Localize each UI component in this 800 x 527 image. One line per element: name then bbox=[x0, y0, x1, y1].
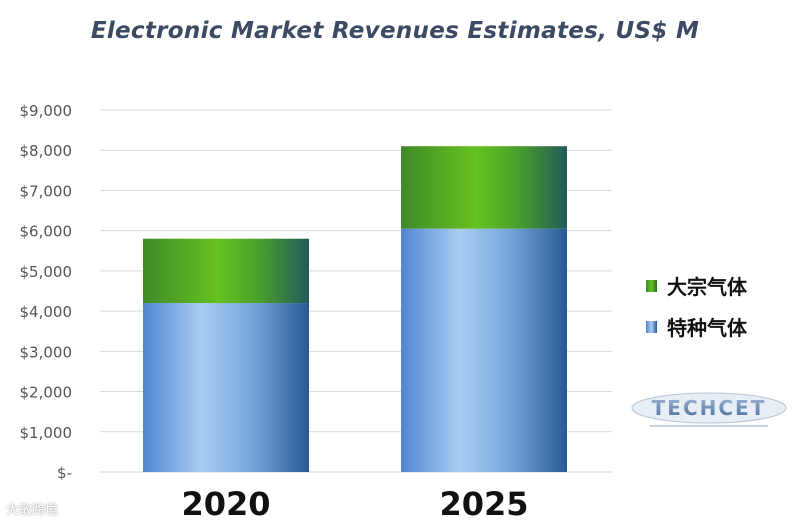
legend-label-bulk-gas: 大宗气体 bbox=[667, 275, 747, 299]
legend-item-specialty-gas: 特种气体 bbox=[646, 312, 747, 341]
y-tick-label: $- bbox=[57, 464, 72, 482]
y-tick-label: $7,000 bbox=[20, 182, 73, 200]
legend-swatch-specialty-gas bbox=[646, 320, 657, 333]
y-tick-label: $1,000 bbox=[20, 424, 73, 442]
y-tick-label: $9,000 bbox=[20, 102, 73, 120]
watermark: 大敏跨境 bbox=[6, 503, 59, 518]
bar-segment-bulk-gas bbox=[401, 146, 567, 229]
y-tick-label: $4,000 bbox=[20, 303, 73, 321]
legend-item-bulk-gas: 大宗气体 bbox=[646, 271, 747, 300]
techcet-logo: TECHCET bbox=[631, 392, 787, 427]
y-tick-label: $8,000 bbox=[20, 142, 73, 160]
bar-segment-specialty-gas bbox=[401, 228, 567, 472]
y-tick-label: $5,000 bbox=[20, 263, 73, 281]
y-tick-label: $2,000 bbox=[20, 384, 73, 402]
legend-swatch-bulk-gas bbox=[646, 279, 657, 292]
bar-segment-specialty-gas bbox=[143, 303, 309, 472]
legend-label-specialty-gas: 特种气体 bbox=[667, 316, 747, 340]
chart-title: Electronic Market Revenues Estimates, US… bbox=[90, 18, 700, 44]
x-tick-label: 2025 bbox=[439, 485, 528, 523]
y-tick-label: $3,000 bbox=[20, 343, 73, 361]
svg-text:TECHCET: TECHCET bbox=[652, 396, 767, 420]
bar-segment-bulk-gas bbox=[143, 238, 309, 304]
x-tick-label: 2020 bbox=[181, 485, 270, 523]
y-tick-label: $6,000 bbox=[20, 223, 73, 241]
